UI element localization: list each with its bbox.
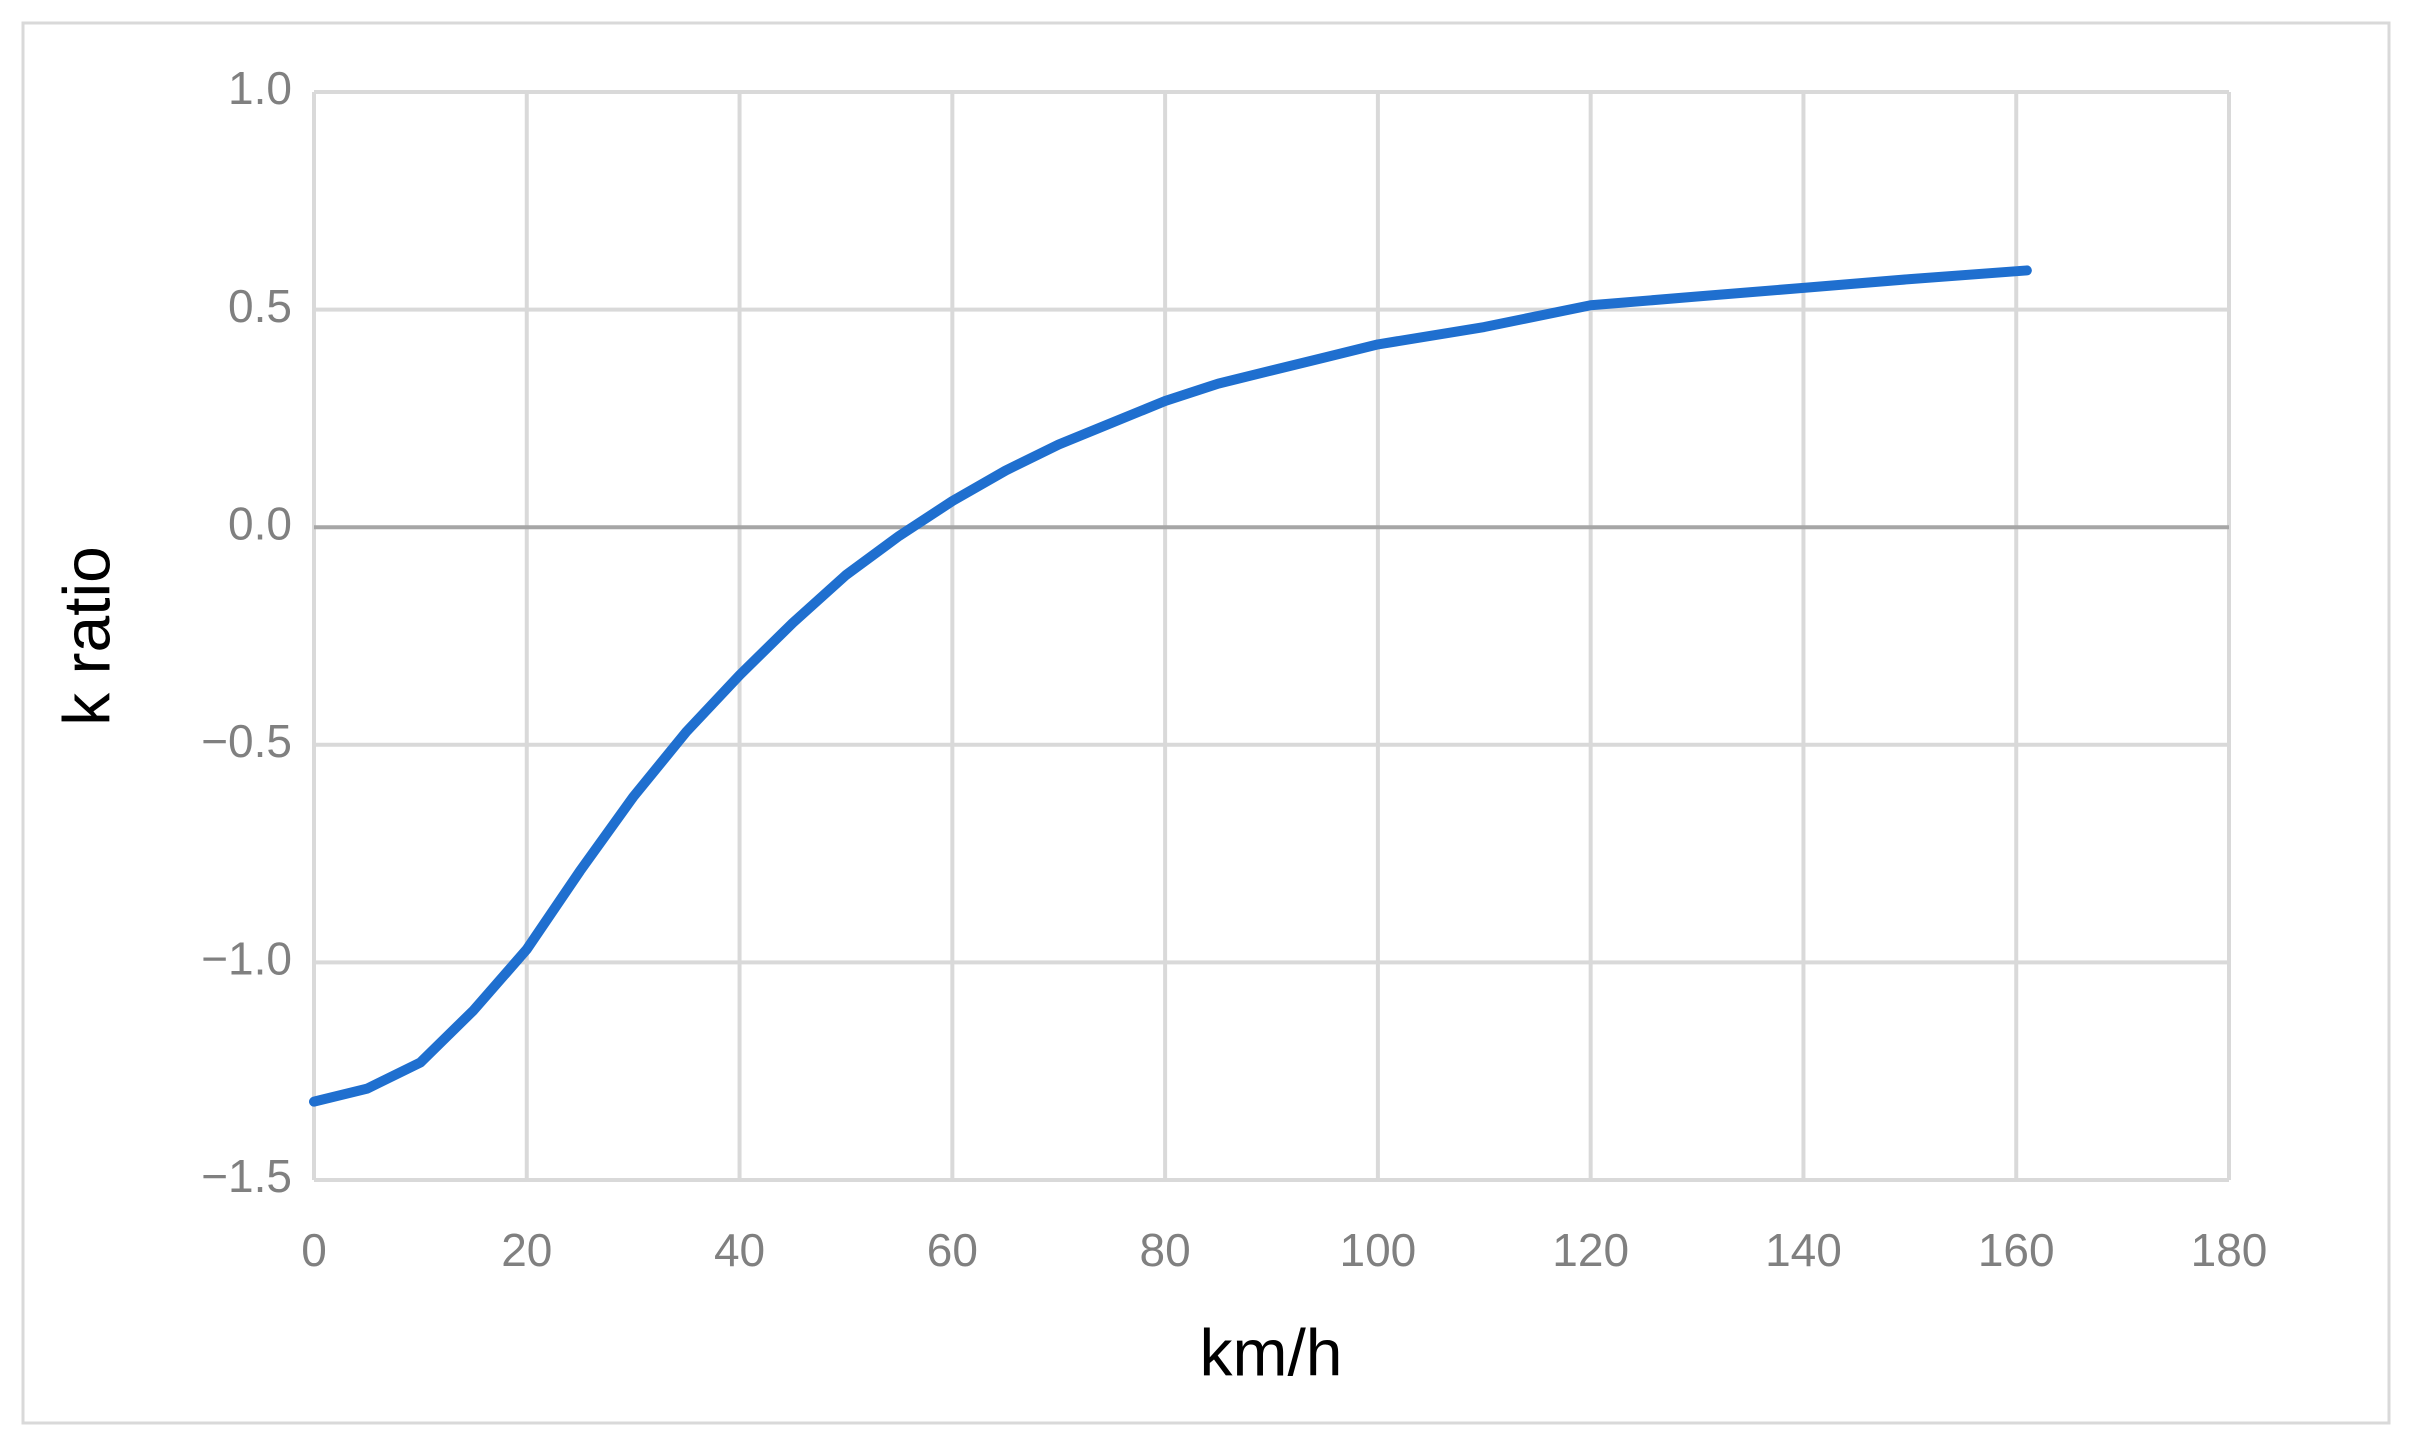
line-series [309, 265, 2032, 1107]
y-tick-label: 0.0 [228, 497, 292, 549]
x-tick-label: 100 [1340, 1224, 1417, 1276]
y-tick-label: −1.5 [201, 1150, 292, 1202]
x-tick-label: 120 [1552, 1224, 1629, 1276]
y-tick-label: −0.5 [201, 715, 292, 767]
x-tick-label: 0 [301, 1224, 327, 1276]
x-tick-label: 60 [927, 1224, 978, 1276]
x-tick-label: 40 [714, 1224, 765, 1276]
x-tick-label: 140 [1765, 1224, 1842, 1276]
x-tick-label: 20 [501, 1224, 552, 1276]
chart-border [21, 21, 2391, 1425]
x-tick-label: 180 [2191, 1224, 2268, 1276]
x-tick-label: 160 [1978, 1224, 2055, 1276]
x-axis-label: km/h [1199, 1315, 1342, 1389]
x-tick-label: 80 [1140, 1224, 1191, 1276]
y-axis-label: k ratio [49, 546, 123, 726]
y-tick-label: 0.5 [228, 280, 292, 332]
y-tick-label: −1.0 [201, 933, 292, 985]
y-tick-label: 1.0 [228, 62, 292, 114]
